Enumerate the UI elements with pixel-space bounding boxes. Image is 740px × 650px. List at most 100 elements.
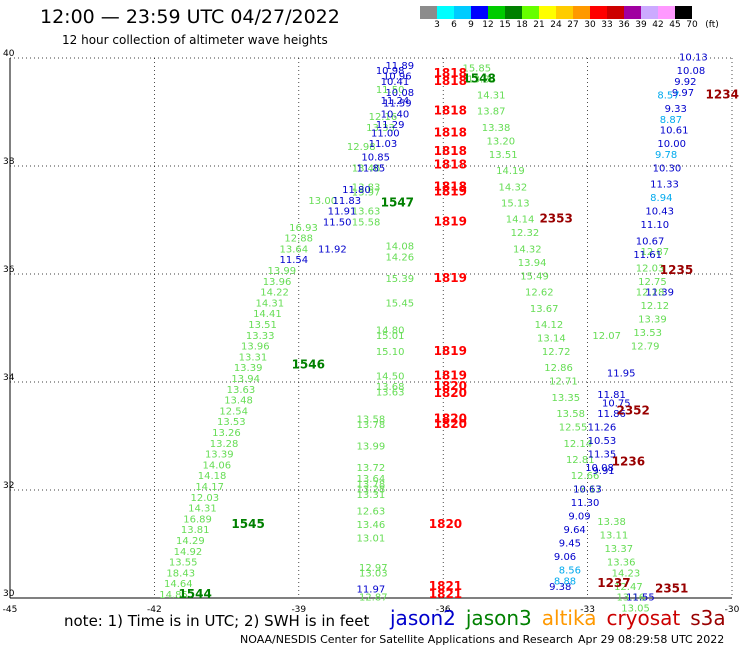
- color-swatch-7: [539, 6, 556, 19]
- data-point-label: 13.58: [357, 415, 386, 426]
- scale-label: 6: [451, 20, 457, 30]
- x-tick-label: -42: [147, 605, 162, 615]
- data-point-label: 12.66: [571, 471, 600, 482]
- data-point-label: 11.00: [371, 128, 400, 139]
- data-point-label: 11.33: [650, 180, 679, 191]
- data-point-label: 12.28: [636, 288, 665, 299]
- data-point-label: 11.61: [633, 250, 662, 261]
- data-point-label: 8.88: [554, 577, 576, 588]
- data-point-label: 11.55: [626, 593, 655, 604]
- data-point-label: 13.28: [357, 485, 386, 496]
- color-swatch-11: [607, 6, 624, 19]
- time-label-layer: 1544154515461547154818181818181818181818…: [178, 66, 738, 601]
- data-point-label: 12.75: [638, 277, 667, 288]
- satellite-legend: jason2 jason3 altika cryosat s3a: [390, 606, 736, 630]
- data-point-label: 11.26: [588, 423, 617, 434]
- data-point-label: 12.88: [284, 234, 313, 245]
- time-label: 1547: [381, 196, 414, 210]
- color-swatch-10: [590, 6, 607, 19]
- data-point-label: 13.11: [600, 531, 629, 542]
- data-point-label: 14.23: [612, 568, 641, 579]
- time-label: 1544: [178, 587, 211, 601]
- scale-label: 36: [618, 20, 630, 30]
- data-point-label: 13.39: [234, 363, 263, 374]
- color-scale-legend: 3 6 9 12 15 18 21 24 27 30 33 36 39 42 45 70 (ft): [420, 6, 740, 31]
- data-point-label: 13.94: [231, 374, 260, 385]
- scale-label: 18: [516, 20, 528, 30]
- data-point-label: 10.75: [602, 398, 631, 409]
- data-point-label: 14.19: [496, 166, 525, 177]
- y-tick-label: 40: [3, 49, 15, 59]
- data-point-label: 14.12: [535, 320, 564, 331]
- data-point-label: 13.36: [607, 558, 636, 569]
- data-point-label: 9.97: [672, 88, 694, 99]
- color-swatch-13: [641, 6, 658, 19]
- data-point-label: 11.83: [332, 196, 361, 207]
- data-point-label: 8.56: [559, 566, 581, 577]
- data-point-label: 11.89: [385, 61, 414, 72]
- data-point-label: 13.38: [482, 123, 511, 134]
- data-point-label: 13.51: [248, 320, 277, 331]
- data-point-label: 14.50: [376, 371, 405, 382]
- data-point-label: 13.20: [487, 136, 516, 147]
- scale-label: 3: [434, 20, 440, 30]
- data-point-label: 13.51: [489, 150, 518, 161]
- x-tick-label: -36: [436, 605, 451, 615]
- color-swatch-6: [522, 6, 539, 19]
- scale-unit-label: (ft): [705, 20, 719, 30]
- data-point-label: 11.24: [381, 96, 410, 107]
- data-point-label: 14.80: [376, 325, 405, 336]
- y-tick-label: 36: [3, 265, 15, 275]
- time-label: 1818: [434, 125, 467, 139]
- data-point-label: 10.08: [677, 66, 706, 77]
- data-point-label: 12.72: [542, 347, 571, 358]
- color-swatch-5: [505, 6, 522, 19]
- satellite-legend-altika: altika: [541, 606, 597, 630]
- data-point-label: 11.29: [376, 120, 405, 131]
- data-point-label: 13.96: [263, 277, 292, 288]
- data-point-label: 13.33: [246, 331, 275, 342]
- data-point-label: 15.49: [520, 271, 549, 282]
- data-point-label: 12.55: [559, 423, 588, 434]
- data-point-label: 13.00: [308, 196, 337, 207]
- data-point-label: 10.30: [653, 163, 682, 174]
- data-point-label: 15.85: [462, 64, 491, 75]
- data-point-label: 12.12: [641, 301, 670, 312]
- data-point-label: 13.03: [359, 568, 388, 579]
- data-point-label: 13.28: [210, 439, 239, 450]
- scale-label: 39: [635, 20, 647, 30]
- data-point-label: 12.81: [566, 455, 595, 466]
- data-point-label: 12.87: [641, 247, 670, 258]
- color-swatch-0: [420, 6, 437, 19]
- time-label: 1819: [434, 368, 467, 382]
- time-label: 2352: [616, 403, 649, 417]
- x-tick-label: -39: [291, 605, 306, 615]
- time-label: 1819: [434, 214, 467, 228]
- data-point-label: 14.32: [513, 244, 542, 255]
- data-point-label: 11.30: [571, 498, 600, 509]
- series-layer: 14.8514.6418.4313.5514.9214.2913.8116.89…: [159, 53, 707, 615]
- data-point-label: 18.43: [166, 568, 195, 579]
- data-point-label: 10.61: [660, 126, 689, 137]
- scale-label: 24: [550, 20, 562, 30]
- data-point-label: 13.96: [241, 342, 270, 353]
- data-point-label: 13.16: [616, 593, 645, 604]
- data-point-label: 13.72: [357, 463, 386, 474]
- data-point-label: 15.58: [352, 217, 381, 228]
- data-point-label: 12.79: [631, 342, 660, 353]
- data-point-label: 13.26: [212, 428, 241, 439]
- axis-layer: -45 -42 -39 -36 -33 -30 30 32 34 36 38 40: [3, 49, 740, 615]
- generated-timestamp: Apr 29 08:29:58 UTC 2022: [578, 633, 725, 646]
- data-point-label: 14.41: [253, 309, 282, 320]
- data-point-label: 12.86: [544, 363, 573, 374]
- data-point-label: 13.05: [621, 604, 650, 615]
- data-point-label: 11.92: [318, 244, 347, 255]
- data-point-label: 14.26: [385, 253, 414, 264]
- time-label: 1819: [434, 344, 467, 358]
- data-point-label: 11.50: [323, 217, 352, 228]
- data-point-label: 11.50: [376, 85, 405, 96]
- data-point-label: 13.94: [518, 258, 547, 269]
- data-point-label: 14.64: [164, 579, 193, 590]
- data-point-label: 10.08: [385, 88, 414, 99]
